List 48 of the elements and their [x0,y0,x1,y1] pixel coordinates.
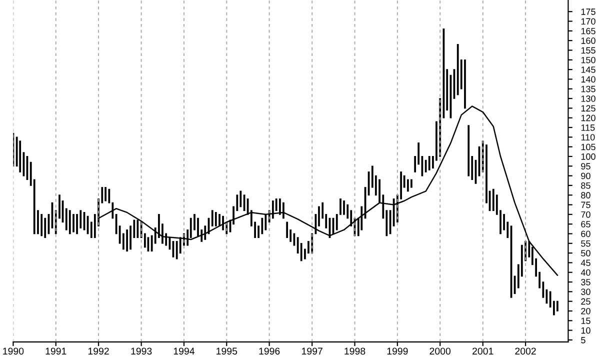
y-tick-label: 120 [581,114,596,122]
y-tick-label: 145 [581,66,596,73]
y-tick-label: 60 [581,230,590,238]
y-tick-label: 155 [581,47,596,54]
y-tick-label: 55 [581,240,590,247]
y-tick-label: 110 [581,134,595,140]
x-tick-label: 1998 [344,348,366,355]
y-tick-label: 70 [581,211,590,218]
y-tick-label: 30 [581,288,590,296]
y-tick-label: 45 [580,260,590,266]
y-tick-label: 95 [581,163,590,170]
y-tick-label: 165 [581,28,596,34]
y-tick-label: 85 [581,182,590,189]
y-tick-label: 40 [580,269,590,276]
y-tick-label: 160 [581,38,596,44]
y-tick-label: 10 [581,327,590,334]
x-tick-label: 1992 [88,348,109,355]
y-tick-label: 15 [581,318,590,324]
x-tick-label: 1997 [302,348,322,355]
x-tick-label: 2000 [430,348,451,355]
x-tick-label: 2001 [472,348,494,355]
x-tick-label: 1991 [46,348,66,355]
x-tick-label: 1999 [387,348,408,355]
x-tick-label: 1995 [216,348,238,355]
y-tick-label: 25 [581,298,590,305]
y-tick-label: 90 [581,172,590,180]
y-tick-label: 125 [581,105,596,112]
y-tick-label: 140 [581,76,596,83]
y-tick-label: 35 [581,278,590,286]
y-tick-label: 5 [581,337,586,344]
y-tick-label: 130 [581,95,596,102]
y-tick-label: 105 [581,144,596,150]
y-tick-label: 65 [581,221,590,228]
y-tick-label: 80 [581,192,590,198]
x-tick-label: 1993 [131,348,152,355]
y-tick-label: 100 [581,153,596,160]
y-tick-label: 135 [581,86,596,92]
y-tick-label: 50 [581,250,590,256]
x-tick-label: 1994 [174,348,195,355]
x-tick-label: 2002 [515,348,536,355]
y-tick-label: 20 [581,308,590,314]
y-tick-label: 170 [581,18,596,25]
y-tick-label: 75 [581,202,590,208]
y-tick-label: 150 [581,56,596,64]
y-tick-label: 115 [581,124,595,131]
x-tick-label: 1990 [3,348,24,355]
x-tick-label: 1996 [259,348,280,355]
y-tick-label: 175 [581,8,596,15]
